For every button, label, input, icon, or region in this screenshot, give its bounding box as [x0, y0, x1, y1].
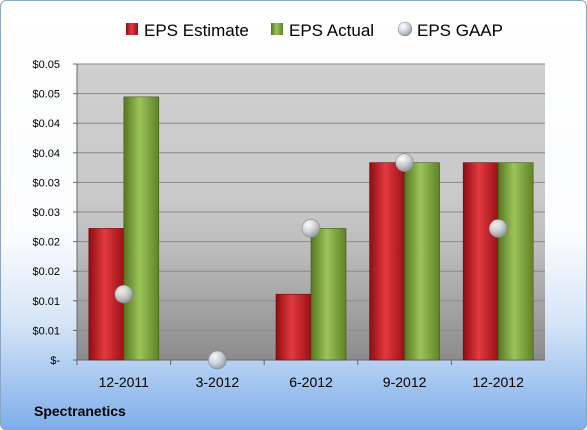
- y-tick-label: $0.04: [32, 148, 60, 160]
- y-tick-label: $0.05: [32, 59, 60, 71]
- y-tick-label: $0.04: [32, 118, 60, 130]
- eps-gaap-marker: [208, 350, 227, 370]
- eps-actual-bar: [310, 228, 347, 361]
- bars: [88, 96, 534, 361]
- eps-gaap-marker: [301, 219, 321, 238]
- eps-gaap-marker: [114, 284, 134, 304]
- eps-gaap-marker: [395, 153, 414, 172]
- eps-estimate-bar: [369, 162, 405, 361]
- y-axis: $- $0.01 $0.01 $0.02 $0.02 $0.03 $0.03 $0.04 $0.…: [32, 59, 78, 367]
- y-tick-label: $0.03: [32, 207, 60, 219]
- x-tick-label: 12-2011: [99, 374, 150, 390]
- y-tick-label: $0.05: [32, 89, 60, 101]
- eps-estimate-bar: [275, 293, 312, 361]
- legend-label: EPS Actual: [289, 21, 374, 40]
- legend-label: EPS GAAP: [417, 21, 503, 40]
- y-tick-label: $0.01: [32, 296, 60, 308]
- eps-gaap-marker: [488, 219, 508, 238]
- y-tick-label: $0.02: [32, 266, 60, 278]
- x-tick-label: 12-2012: [473, 374, 525, 390]
- legend-label: EPS Estimate: [144, 21, 249, 40]
- y-tick-label: $0.03: [32, 177, 60, 189]
- eps-estimate-bar: [462, 162, 499, 361]
- eps-actual-bar: [404, 162, 440, 361]
- legend-swatch: [397, 21, 413, 37]
- company-name: Spectranetics: [34, 403, 126, 419]
- legend-swatch: [271, 23, 283, 35]
- gaap-markers: [114, 153, 508, 370]
- eps-actual-bar: [123, 96, 160, 361]
- x-tick-label: 9-2012: [383, 374, 427, 390]
- y-tick-label: $0.02: [32, 237, 60, 249]
- legend: EPS Estimate EPS Actual EPS GAAP: [126, 21, 503, 40]
- legend-swatch: [126, 23, 138, 35]
- x-tick-label: 6-2012: [289, 374, 333, 390]
- y-tick-label: $-: [50, 355, 60, 367]
- eps-actual-bar: [497, 162, 534, 361]
- x-axis: 12-2011 3-2012 6-2012 9-2012 12-2012: [76, 359, 545, 390]
- x-tick-label: 3-2012: [196, 374, 240, 390]
- y-tick-label: $0.01: [32, 325, 60, 337]
